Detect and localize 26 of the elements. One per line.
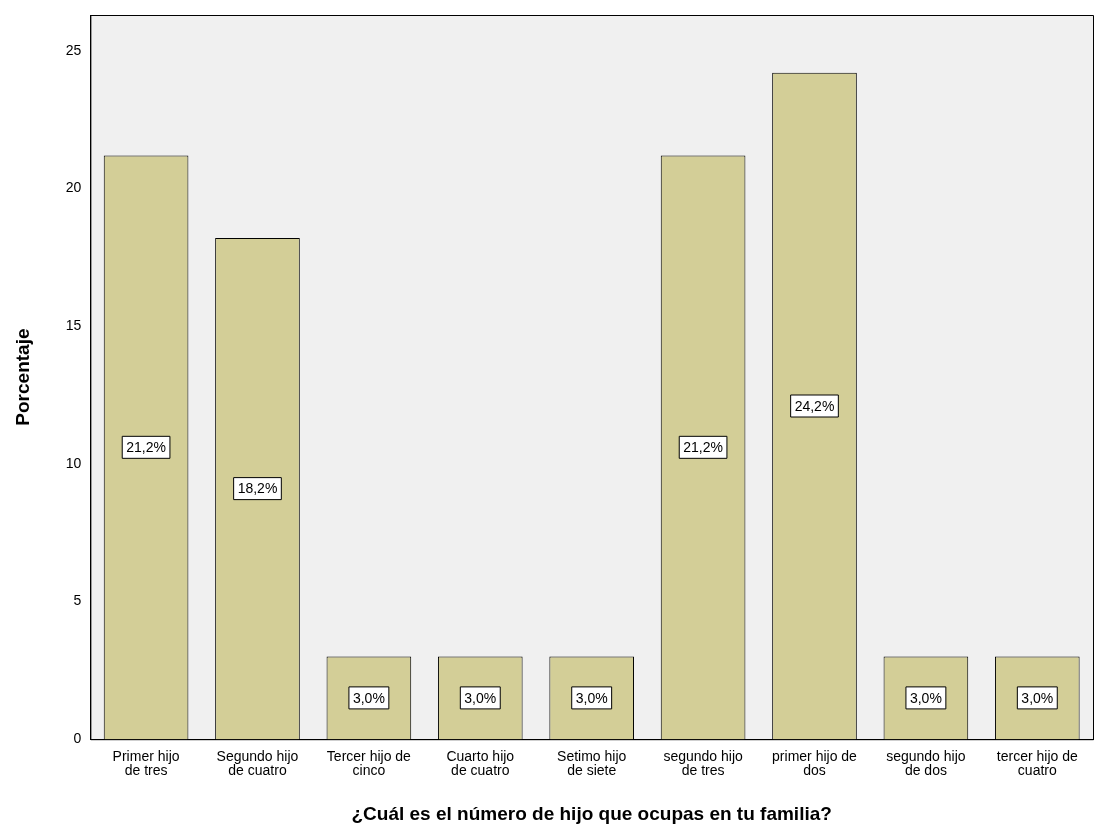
data-label: 3,0%	[352, 689, 385, 706]
data-label: 3,0%	[1021, 689, 1054, 706]
x-tick-label: Tercer hijo de cinco	[326, 748, 412, 779]
x-tick-label: segundo hijo de dos	[886, 748, 966, 779]
data-label: 18,2%	[237, 480, 278, 497]
x-tick-label: tercer hijo de cuatro	[996, 748, 1078, 779]
x-tick-label: segundo hijo de tres	[663, 748, 743, 779]
x-axis-title: ¿Cuál es el número de hijo que ocupas en tu familia?	[351, 802, 832, 824]
data-label: 3,0%	[575, 689, 608, 706]
y-tick-label: 0	[73, 730, 82, 747]
x-tick-label: Cuarto hijo de cuatro	[446, 748, 515, 779]
y-tick-label: 20	[65, 179, 82, 196]
data-label: 21,2%	[126, 439, 166, 456]
data-label: 3,0%	[464, 689, 497, 706]
x-tick-label: Primer hijo de tres	[112, 748, 180, 779]
x-tick-label: Setimo hijo de siete	[557, 748, 627, 779]
y-tick-label: 25	[65, 41, 82, 58]
data-label: 3,0%	[909, 689, 942, 706]
y-tick-label: 5	[73, 592, 82, 609]
x-tick-label: primer hijo de dos	[772, 748, 858, 779]
data-label: 21,2%	[683, 439, 723, 456]
y-tick-label: 15	[65, 317, 82, 334]
y-tick-label: 10	[65, 454, 82, 471]
data-label: 24,2%	[794, 397, 835, 414]
x-tick-label: Segundo hijo de cuatro	[216, 748, 299, 779]
y-axis-title: Porcentaje	[11, 328, 33, 426]
